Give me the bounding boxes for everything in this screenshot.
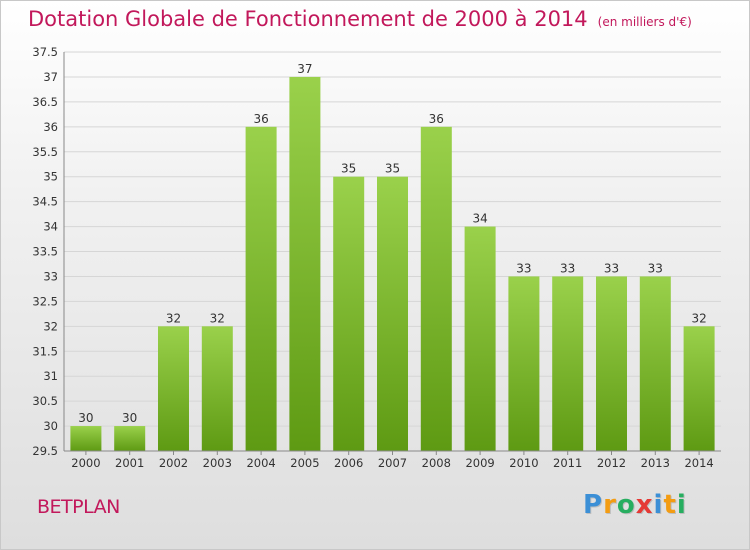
proxiti-logo[interactable]: Proxiti [583,490,687,520]
chart-title: Dotation Globale de Fonctionnement de 20… [28,7,692,31]
x-tick-label: 2013 [641,456,670,470]
logo-letter: o [616,490,636,520]
x-tick-label: 2003 [203,456,232,470]
bar-value-label: 37 [297,62,312,76]
x-tick-label: 2001 [115,456,144,470]
y-tick-label: 33.5 [32,245,58,259]
bar-2004 [245,126,277,451]
bar-value-label: 32 [691,311,706,325]
logo-letter: t [663,490,677,520]
logo-letter: r [603,490,617,520]
bar-2009 [464,226,496,451]
y-tick-label: 30 [43,419,58,433]
y-tick-label: 30.5 [32,394,58,408]
bar-2000 [70,426,102,451]
y-tick-label: 32.5 [32,294,58,308]
x-tick-label: 2007 [378,456,407,470]
y-tick-label: 37.5 [32,45,58,59]
y-tick-label: 37 [43,70,58,84]
bar-2008 [420,126,452,451]
bar-2002 [158,326,189,451]
bar-2006 [333,176,365,451]
commune-name: BETPLAN [37,496,120,518]
bar-value-label: 30 [122,411,137,425]
y-tick-label: 33 [43,269,58,283]
bar-value-label: 33 [648,261,663,275]
bar-value-label: 32 [210,311,225,325]
x-tick-label: 2009 [465,456,494,470]
y-tick-label: 34.5 [32,195,58,209]
y-tick-label: 35.5 [32,145,58,159]
x-tick-label: 2004 [246,456,275,470]
bars: 30 30 32 32 36 37 35 35 36 34 33 33 33 33 32 [70,62,715,451]
x-tick-label: 2006 [334,456,363,470]
x-tick-label: 2002 [159,456,188,470]
logo-letter: P [583,490,604,520]
logo-letter: i [653,490,664,520]
bar-2001 [114,426,146,451]
bar-2003 [201,326,233,451]
x-tick-label: 2014 [684,456,713,470]
bar-value-label: 35 [341,162,356,176]
x-tick-label: 2008 [422,456,451,470]
bar-value-label: 33 [516,261,531,275]
title-text: Dotation Globale de Fonctionnement de 20… [28,7,588,31]
bar-value-label: 32 [166,311,181,325]
logo-letter: x [635,490,654,520]
y-tick-label: 31 [43,369,58,383]
bar-value-label: 36 [429,112,444,126]
bar-value-label: 33 [604,261,619,275]
y-tick-label: 31.5 [32,344,58,358]
x-tick-label: 2012 [597,456,626,470]
y-tick-label: 36 [43,120,58,134]
y-axis: 29.5 30 30.5 31 31.5 32 32.5 33 33.5 34 34.5 35 35.5… [32,45,65,458]
bar-2005 [289,76,321,451]
y-tick-label: 34 [43,220,58,234]
bar-value-label: 34 [472,212,487,226]
bar-2011 [552,276,584,451]
bar-value-label: 35 [385,162,400,176]
bar-2013 [639,276,671,451]
bar-2007 [377,176,408,451]
title-unit: (en milliers d'€) [597,15,692,29]
logo-letter: i [676,490,687,520]
bar-2012 [596,276,627,451]
x-tick-label: 2005 [290,456,319,470]
x-tick-label: 2000 [71,456,100,470]
x-tick-label: 2011 [553,456,582,470]
bar-value-label: 30 [78,411,93,425]
bar-2014 [683,326,715,451]
x-tick-label: 2010 [509,456,538,470]
bar-value-label: 36 [253,112,268,126]
x-axis: 2000 2001 2002 2003 2004 2005 2006 2007 2008 2009… [64,450,721,470]
bar-2010 [508,276,540,451]
y-tick-label: 36.5 [32,95,58,109]
y-tick-label: 35 [43,170,58,184]
y-tick-label: 32 [43,319,58,333]
bar-value-label: 33 [560,261,575,275]
y-tick-label: 29.5 [32,444,58,458]
